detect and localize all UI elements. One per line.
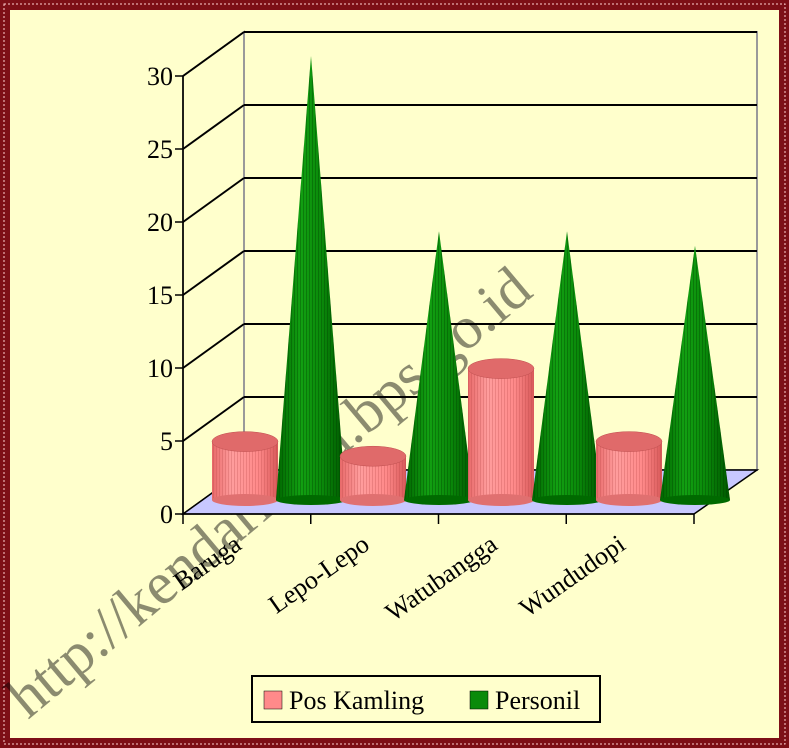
- cylinder-base: [340, 494, 406, 506]
- legend-box: [251, 675, 601, 723]
- bar-personil-wundudopi: [660, 245, 730, 505]
- y-tick-label: 10: [147, 354, 173, 383]
- gridline-side: [182, 250, 245, 296]
- y-tick-label: 30: [147, 62, 173, 91]
- y-tick-label: 0: [160, 500, 173, 529]
- bar-personil-baruga: [276, 56, 346, 505]
- bars: [211, 56, 730, 506]
- cylinder-top: [339, 445, 407, 467]
- cone-texture: [404, 231, 474, 500]
- y-tick-label: 20: [147, 208, 173, 237]
- legend-label-personil: Personil: [495, 686, 580, 715]
- cylinder-texture: [468, 368, 534, 500]
- gridline-side: [182, 177, 245, 223]
- cylinder-base: [212, 494, 278, 506]
- cylinder-base: [596, 494, 662, 506]
- y-tick-label: 25: [147, 135, 173, 164]
- plot-background: [8, 8, 781, 740]
- gridline-side: [182, 323, 245, 369]
- gridline-side: [182, 31, 245, 77]
- cylinder-base: [468, 494, 534, 506]
- cone-texture: [276, 56, 346, 500]
- gridline-side: [182, 104, 245, 150]
- y-tick-label: 5: [160, 427, 173, 456]
- inner-dotted-border: [3, 3, 786, 745]
- cylinder-top: [467, 358, 535, 379]
- cone-texture: [532, 231, 602, 500]
- bar-pos-kamling-wundudopi: [595, 431, 663, 506]
- bar-pos-kamling-baruga: [211, 431, 279, 506]
- y-axis: 0 5 10 15 20 25 30: [147, 62, 184, 529]
- bar-pos-kamling-lepo-lepo: [339, 445, 407, 506]
- cone-base: [660, 495, 730, 505]
- legend-swatch-pos-kamling: [263, 690, 283, 710]
- legend: Pos Kamling Personil: [251, 675, 601, 723]
- legend-label-pos-kamling: Pos Kamling: [289, 686, 424, 715]
- legend-swatch-personil: [469, 690, 489, 710]
- cone-texture: [660, 245, 730, 500]
- cone-base: [404, 495, 474, 505]
- cone-base: [276, 495, 346, 505]
- bar-personil-watubangga: [532, 231, 602, 505]
- cylinder-top: [211, 431, 279, 452]
- gridline-side: [182, 396, 245, 442]
- bar-pos-kamling-watubangga: [467, 358, 535, 506]
- cone-base: [532, 495, 602, 505]
- y-tick-label: 15: [147, 281, 173, 310]
- bar-personil-lepo-lepo: [404, 231, 474, 505]
- cylinder-top: [595, 431, 663, 452]
